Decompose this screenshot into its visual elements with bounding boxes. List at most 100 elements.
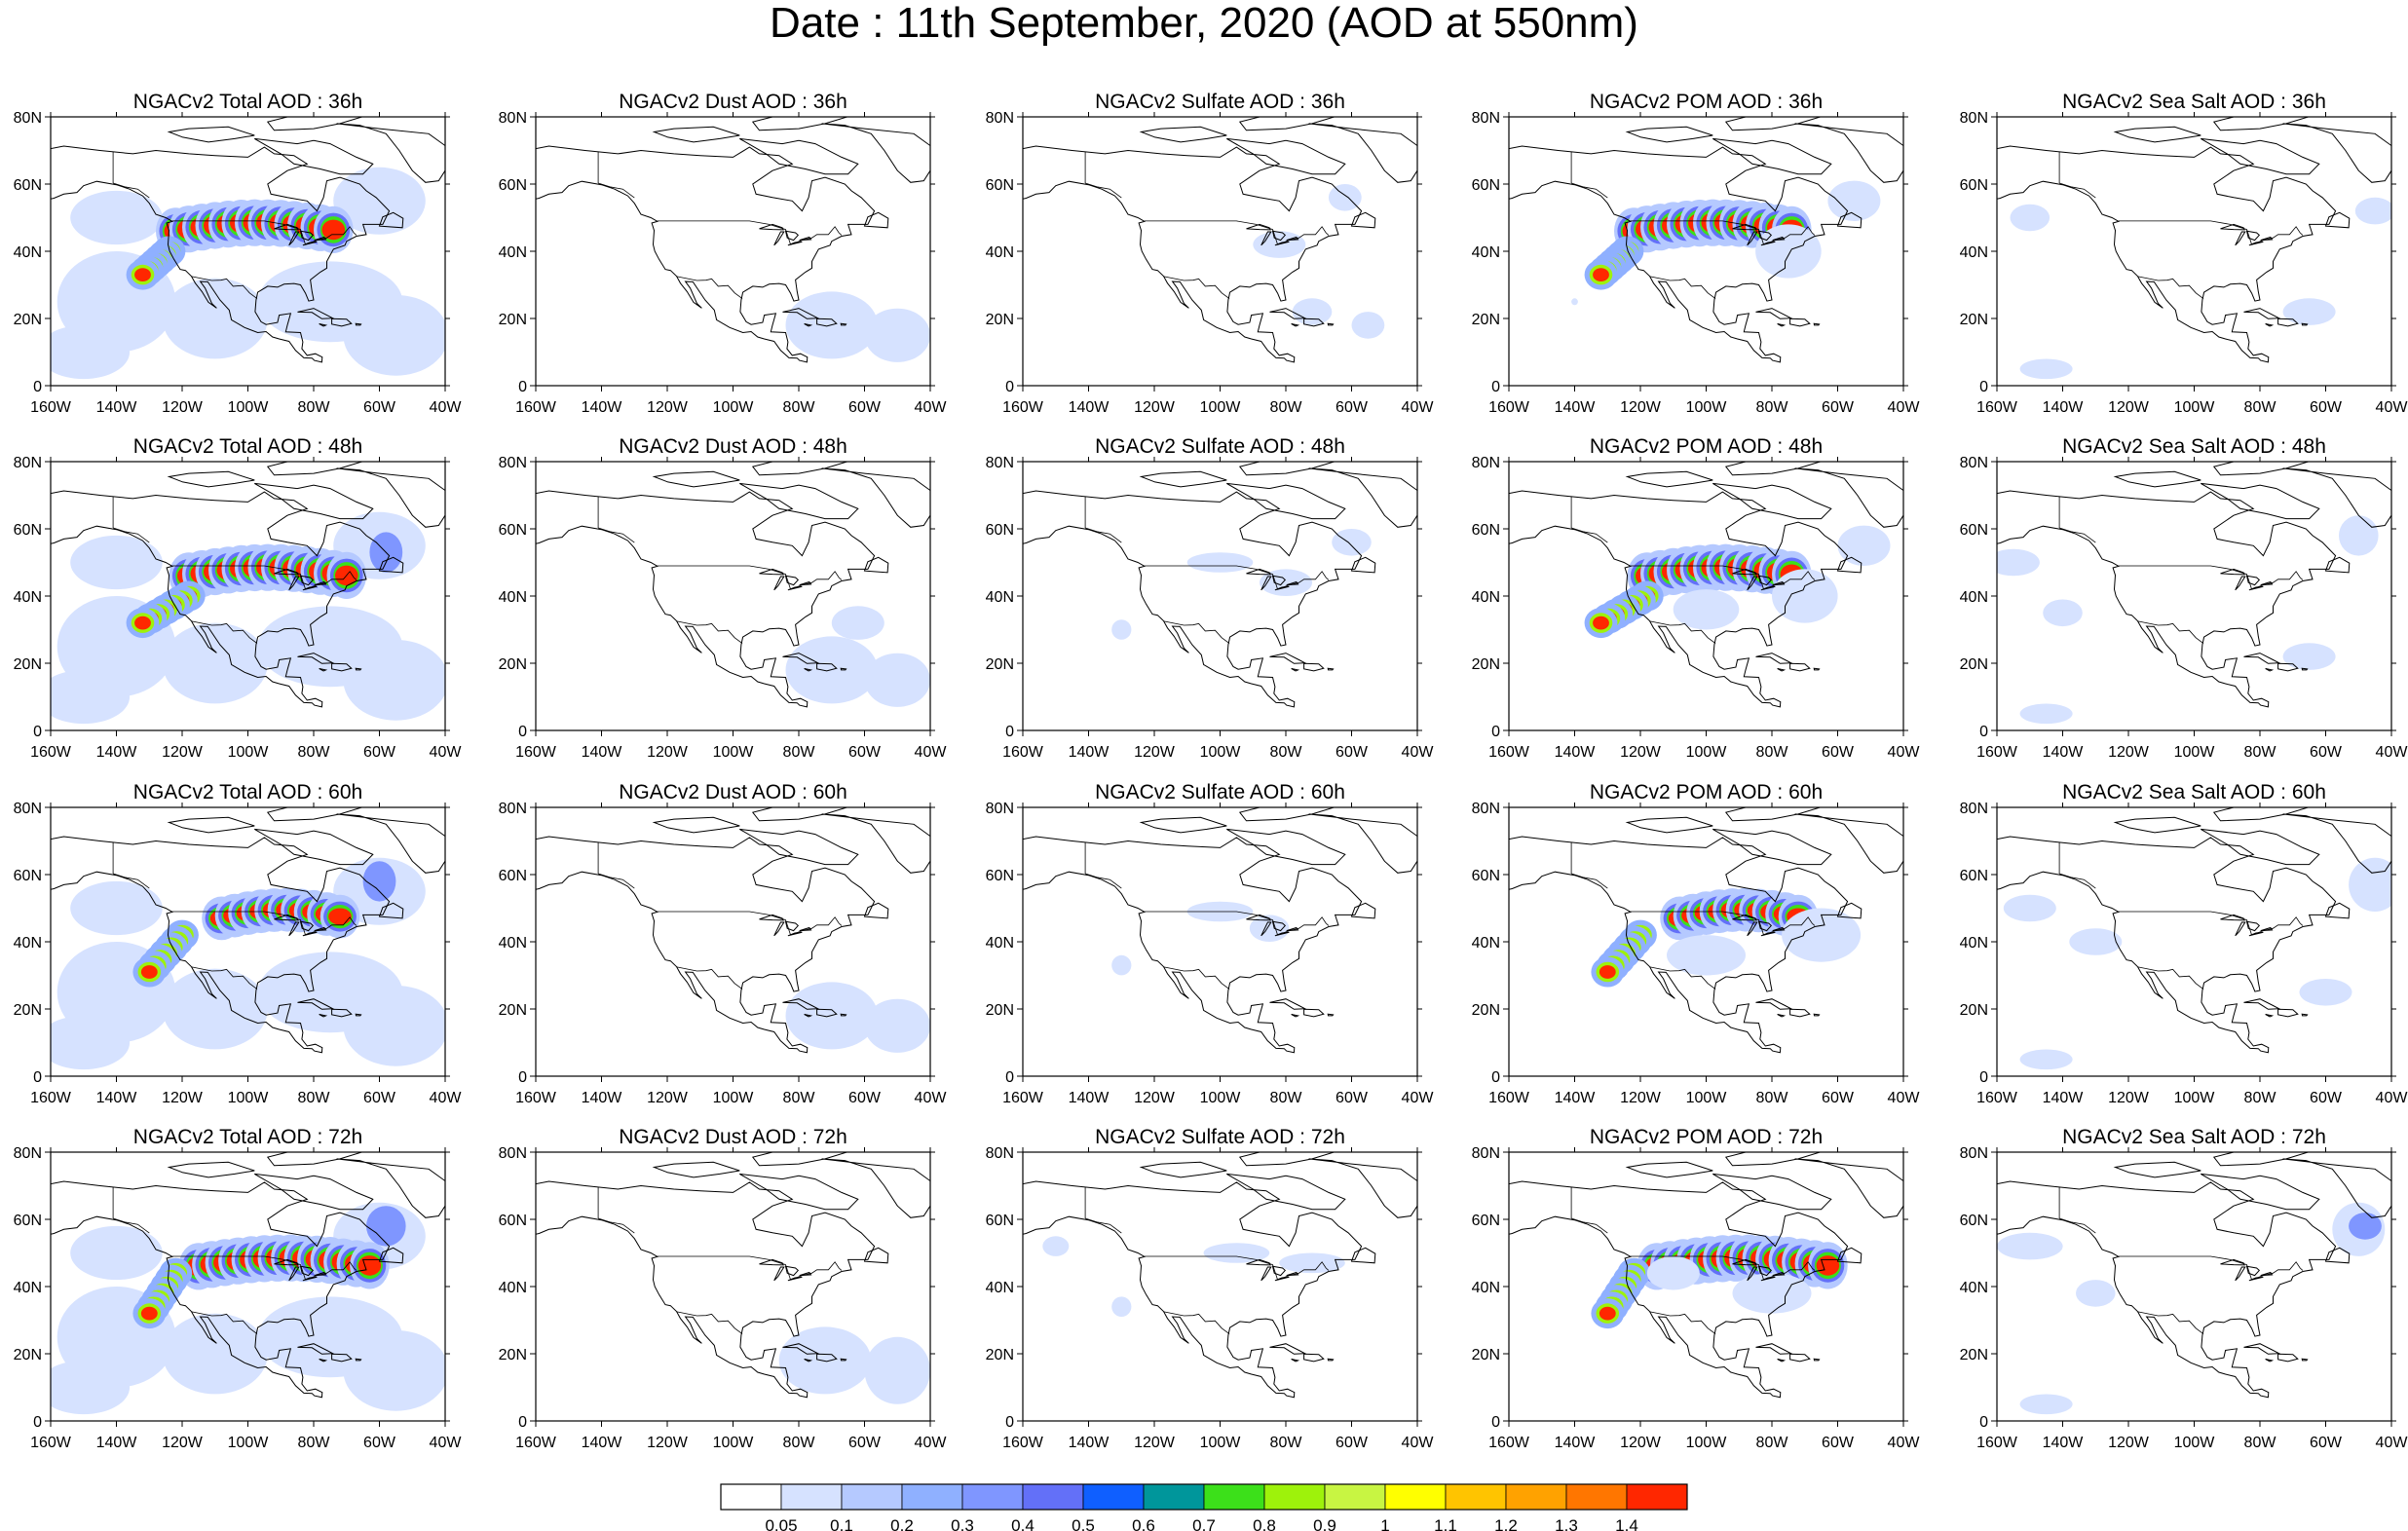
lon-tick-label: 160W — [1488, 1435, 1530, 1451]
lon-tick-label: 140W — [582, 1090, 623, 1106]
coastline-island — [863, 902, 889, 919]
lat-tick-label: 80N — [1960, 801, 1988, 817]
colorbar-label: 0.05 — [765, 1516, 797, 1531]
lon-tick-label: 40W — [915, 1090, 948, 1106]
colorbar-swatch — [1384, 1483, 1447, 1511]
lon-tick-label: 160W — [30, 1090, 72, 1106]
lon-tick-label: 60W — [848, 744, 882, 761]
map-background — [1997, 462, 2391, 730]
lat-tick-label: 60N — [1472, 1213, 1500, 1229]
great-lake-outline — [2245, 575, 2261, 586]
lat-tick-label: 0 — [1005, 1414, 1014, 1431]
coastline-island — [336, 813, 445, 874]
lat-tick-label: 0 — [1005, 1069, 1014, 1086]
lon-tick-label: 140W — [1555, 1435, 1597, 1451]
coastline-north-america — [51, 145, 391, 363]
lat-tick-label: 40N — [1472, 244, 1500, 261]
lat-tick-label: 60N — [986, 177, 1014, 194]
aod-cell — [1279, 1252, 1345, 1274]
national-border — [1084, 873, 1122, 889]
lon-tick-label: 40W — [430, 744, 463, 761]
coastline-island — [2113, 1161, 2201, 1178]
aod-field — [1042, 1236, 1345, 1317]
national-border — [2118, 220, 2304, 245]
coastline-island — [751, 462, 849, 476]
coastline-island — [1350, 902, 1376, 919]
aod-field — [1571, 180, 1881, 306]
aod-cell — [70, 190, 163, 245]
coastline-island — [821, 1158, 930, 1218]
colorbar-label: 1.1 — [1434, 1516, 1457, 1531]
lat-tick-label: 80N — [1472, 455, 1500, 471]
coastline-island — [1327, 1013, 1335, 1017]
coastline-island — [751, 1152, 849, 1167]
coastline-island — [1291, 1014, 1300, 1018]
coastline-island — [355, 667, 362, 671]
lon-tick-label: 80W — [298, 1435, 331, 1451]
coastline-island — [1794, 813, 1903, 874]
map-panel-seasalt-72h: 160W 140W 120W 100W 80W 60W 40W 0 20N 40N 60N 80N NG… — [1960, 1126, 2408, 1451]
coastline-island — [2282, 1158, 2391, 1218]
lat-tick-label: 20N — [1960, 1347, 1988, 1363]
coastline-island — [1712, 828, 1832, 866]
lon-tick-label: 80W — [298, 1090, 331, 1106]
coastline-island — [1308, 467, 1417, 528]
lat-tick-label: 60N — [14, 522, 42, 539]
lat-tick-label: 0 — [33, 379, 42, 395]
lat-tick-label: 60N — [1960, 522, 1988, 539]
lon-tick-label: 160W — [515, 399, 557, 416]
lat-tick-label: 40N — [499, 935, 527, 952]
national-border — [112, 873, 150, 889]
coastline-island — [378, 1247, 404, 1264]
lat-tick-label: 60N — [499, 522, 527, 539]
coastline-island — [1813, 667, 1821, 671]
lat-tick-label: 20N — [14, 1347, 42, 1363]
coastline-island — [804, 1014, 813, 1018]
coastlines — [536, 462, 930, 708]
coastline-island — [1291, 1359, 1300, 1363]
map-panel-dust-60h: 160W 140W 120W 100W 80W 60W 40W 0 20N 40N 60N 80N NG… — [499, 781, 948, 1106]
aod-cell — [1042, 1236, 1070, 1256]
lat-tick-label: 40N — [986, 244, 1014, 261]
lon-tick-label: 120W — [647, 1435, 689, 1451]
national-border — [2058, 873, 2096, 889]
coastlines — [536, 1152, 930, 1399]
colorbar-label: 0.5 — [1072, 1516, 1095, 1531]
coastline-island — [2212, 462, 2311, 476]
coastline-island — [739, 482, 859, 520]
lat-tick-label: 80N — [1960, 110, 1988, 127]
coastline-island — [266, 117, 364, 131]
lon-tick-label: 160W — [30, 744, 72, 761]
great-lake-outline — [784, 575, 800, 586]
lon-tick-label: 120W — [1620, 744, 1662, 761]
coastline-island — [1226, 828, 1346, 866]
coastline-island — [2301, 667, 2309, 671]
national-border — [597, 873, 635, 889]
great-lake-outline — [1757, 920, 1773, 932]
colorbar-label: 0.3 — [951, 1516, 974, 1531]
lat-tick-label: 20N — [14, 1002, 42, 1019]
coastline-island — [1794, 1158, 1903, 1218]
panel-title: NGACv2 Dust AOD : 72h — [619, 1126, 847, 1148]
coastline-island — [863, 211, 889, 229]
lon-tick-label: 100W — [1686, 744, 1728, 761]
national-border — [1163, 1311, 1230, 1334]
lat-tick-label: 20N — [1960, 1002, 1988, 1019]
aod-cell — [1673, 589, 1740, 630]
map-background — [1509, 117, 1903, 386]
aod-cell — [140, 965, 158, 979]
national-border — [191, 966, 258, 990]
lon-tick-label: 140W — [2043, 1435, 2085, 1451]
aod-cell — [1593, 616, 1609, 630]
coastline-island — [297, 998, 335, 1010]
lon-tick-label: 40W — [1888, 744, 1921, 761]
colorbar-label: 1.4 — [1615, 1516, 1638, 1531]
lat-tick-label: 0 — [33, 724, 42, 740]
lat-tick-label: 20N — [499, 312, 527, 328]
lat-tick-label: 20N — [1960, 312, 1988, 328]
coastline-north-america — [1997, 1180, 2337, 1399]
coastline-island — [2324, 1247, 2351, 1264]
national-border — [112, 182, 150, 199]
national-border — [1144, 220, 1330, 245]
